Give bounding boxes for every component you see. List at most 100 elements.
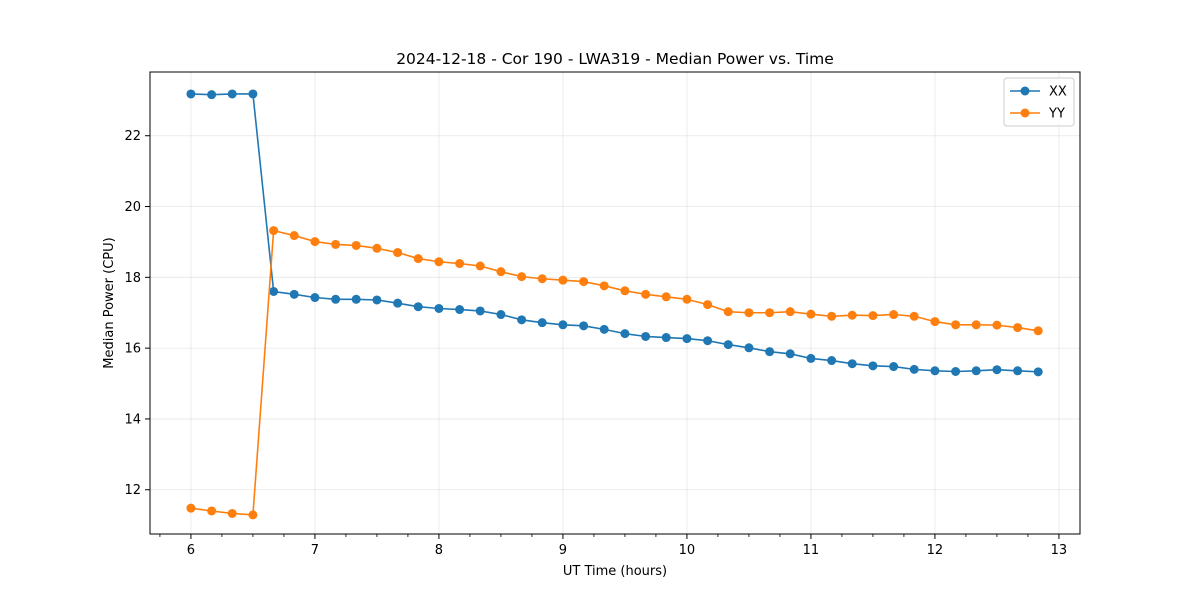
data-point-xx [723,340,733,350]
plot-area [150,72,1080,534]
data-point-yy [248,510,258,520]
data-point-xx [269,286,279,296]
data-point-xx [682,334,692,344]
data-point-xx [393,298,403,308]
data-point-xx [248,89,258,99]
data-point-yy [269,226,279,236]
data-point-xx [186,89,196,99]
data-point-yy [723,307,733,317]
data-point-yy [1013,323,1023,333]
legend-marker-yy [1020,108,1030,118]
data-point-yy [1033,326,1043,336]
data-point-xx [827,356,837,366]
data-point-yy [909,311,919,321]
y-tick-label: 14 [124,412,141,427]
data-point-xx [703,336,713,346]
data-point-xx [641,331,651,341]
data-point-yy [186,503,196,513]
data-point-yy [579,277,589,287]
data-point-xx [744,343,754,353]
data-point-xx [847,359,857,369]
data-point-xx [413,302,423,312]
data-point-yy [682,294,692,304]
y-tick-label: 16 [124,342,141,357]
data-point-xx [289,289,299,299]
data-point-xx [661,333,671,343]
y-axis-label: Median Power (CPU) [102,237,117,368]
data-point-yy [889,310,899,320]
data-point-xx [930,366,940,376]
data-point-yy [207,506,217,516]
data-point-xx [889,362,899,372]
y-tick-label: 20 [124,200,141,215]
data-point-yy [289,231,299,241]
legend: XX YY [1003,77,1075,127]
data-point-xx [785,349,795,359]
data-point-yy [847,310,857,320]
data-point-xx [496,310,506,320]
grid [150,72,1080,534]
legend-label-xx: XX [1049,85,1067,100]
x-axis-label: UT Time (hours) [563,564,667,579]
data-point-yy [393,248,403,258]
data-point-xx [207,90,217,100]
data-point-xx [517,315,527,325]
data-point-yy [641,289,651,299]
x-tick-label: 12 [927,543,944,558]
ticks: 6 7 8 9 10 11 12 13 12 14 16 18 20 22 [124,129,1067,558]
chart-title: 2024-12-18 - Cor 190 - LWA319 - Median P… [396,50,834,68]
data-point-yy [475,261,485,271]
data-point-xx [351,294,361,304]
data-point-yy [227,508,237,518]
data-point-xx [1033,367,1043,377]
x-tick-label: 6 [187,543,195,558]
data-point-yy [331,239,341,249]
data-point-xx [455,305,465,315]
data-point-xx [579,321,589,331]
data-point-yy [434,257,444,267]
data-point-xx [909,364,919,374]
data-point-xx [310,293,320,303]
y-tick-label: 22 [124,129,141,144]
x-tick-label: 10 [679,543,696,558]
data-point-xx [227,89,237,99]
data-point-yy [827,311,837,321]
y-tick-label: 12 [124,483,141,498]
data-point-yy [496,267,506,277]
legend-label-yy: YY [1048,107,1065,122]
data-point-yy [661,292,671,302]
data-point-xx [620,329,630,339]
data-point-xx [558,320,568,330]
data-point-yy [413,254,423,264]
data-point-yy [599,281,609,291]
data-point-xx [434,303,444,313]
series-layer [186,89,1043,520]
data-point-yy [806,309,816,319]
data-point-xx [951,367,961,376]
data-point-yy [951,320,961,330]
x-tick-label: 8 [435,543,443,558]
data-point-yy [992,320,1002,330]
data-point-xx [537,318,547,328]
data-point-yy [971,320,981,330]
x-tick-label: 11 [803,543,820,558]
data-point-xx [806,353,816,363]
data-point-xx [868,361,878,371]
data-point-xx [599,324,609,334]
data-point-yy [785,307,795,317]
data-point-xx [372,295,382,305]
y-tick-label: 18 [124,271,141,286]
data-point-yy [558,275,568,285]
data-point-yy [620,286,630,296]
data-point-yy [703,300,713,310]
data-point-yy [310,237,320,247]
data-point-yy [744,308,754,318]
axes-frame [149,71,1081,535]
data-point-yy [351,240,361,250]
data-point-yy [455,259,465,269]
data-point-xx [765,347,775,357]
data-point-yy [868,311,878,321]
data-point-xx [475,306,485,316]
x-tick-label: 7 [311,543,319,558]
